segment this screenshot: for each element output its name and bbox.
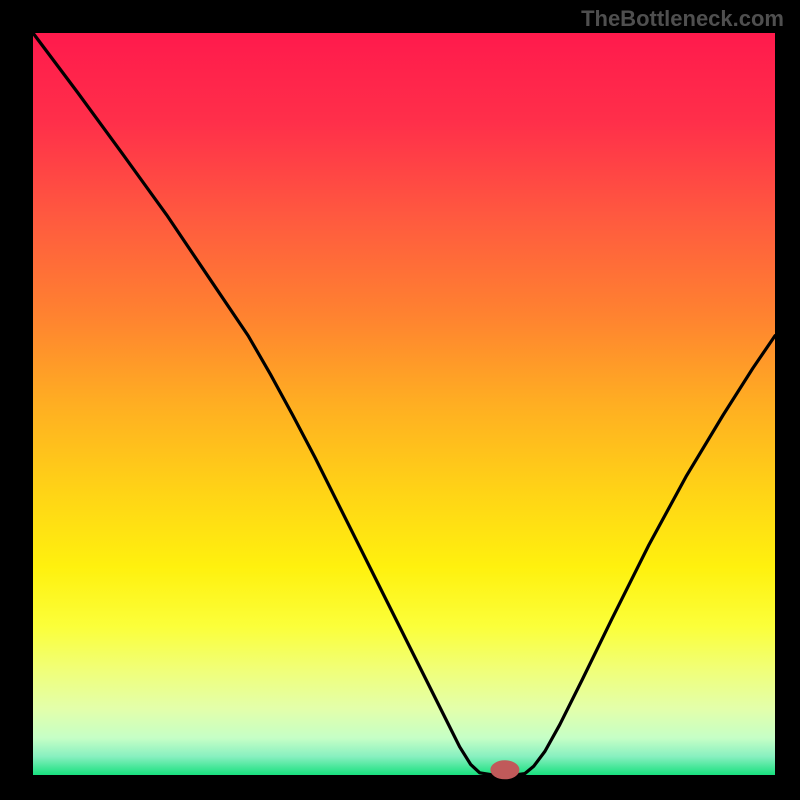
watermark-text: TheBottleneck.com [581, 6, 784, 32]
chart-root: TheBottleneck.com [0, 0, 800, 800]
plot-area [33, 33, 775, 775]
optimal-marker [491, 761, 519, 779]
chart-svg [0, 0, 800, 800]
